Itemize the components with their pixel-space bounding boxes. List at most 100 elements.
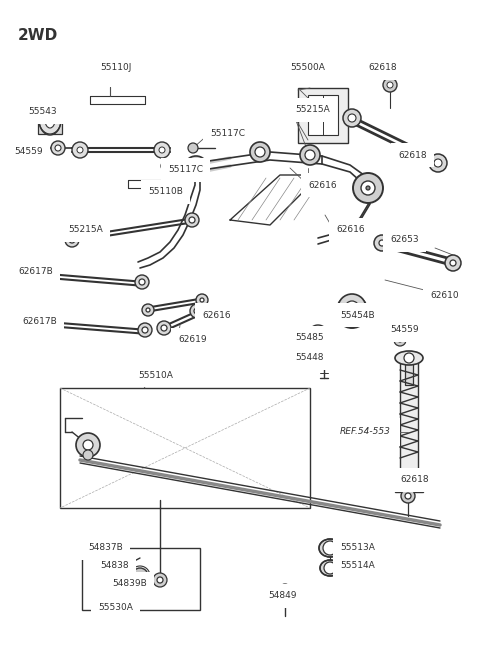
Text: 54849: 54849 — [268, 591, 297, 601]
Circle shape — [405, 493, 411, 499]
Circle shape — [366, 186, 370, 190]
Circle shape — [344, 304, 360, 320]
Circle shape — [323, 541, 337, 555]
Circle shape — [194, 166, 198, 170]
Circle shape — [83, 450, 93, 460]
Text: 62616: 62616 — [336, 225, 365, 234]
Ellipse shape — [320, 560, 340, 576]
Text: 55215A: 55215A — [68, 225, 103, 234]
Circle shape — [157, 321, 171, 335]
Circle shape — [138, 323, 152, 337]
Circle shape — [387, 82, 393, 88]
Text: 55117C: 55117C — [210, 128, 245, 138]
Circle shape — [65, 233, 79, 247]
Circle shape — [190, 162, 202, 174]
Text: 55510A: 55510A — [138, 371, 173, 379]
Bar — [400, 358, 418, 473]
Circle shape — [55, 145, 61, 151]
Text: 62618: 62618 — [398, 151, 427, 160]
Text: 55530A: 55530A — [98, 603, 133, 612]
Bar — [395, 470, 423, 492]
Circle shape — [353, 173, 383, 203]
Circle shape — [142, 327, 148, 333]
Text: 2WD: 2WD — [18, 28, 58, 43]
Circle shape — [283, 588, 287, 592]
Bar — [298, 88, 348, 143]
Circle shape — [31, 141, 45, 155]
Circle shape — [185, 213, 199, 227]
Ellipse shape — [45, 112, 55, 128]
Text: 55513A: 55513A — [340, 544, 375, 553]
Text: 62617B: 62617B — [18, 267, 53, 276]
Circle shape — [157, 577, 163, 583]
Circle shape — [383, 78, 397, 92]
Circle shape — [406, 478, 412, 484]
Circle shape — [350, 310, 354, 314]
Circle shape — [250, 142, 270, 162]
Circle shape — [153, 573, 167, 587]
Text: 55454B: 55454B — [340, 310, 374, 320]
Circle shape — [401, 489, 415, 503]
Text: 62616: 62616 — [308, 181, 336, 189]
Text: 54839B: 54839B — [112, 580, 147, 588]
Text: 55110B: 55110B — [148, 187, 183, 196]
Circle shape — [200, 298, 204, 302]
Circle shape — [35, 145, 41, 151]
Circle shape — [51, 141, 65, 155]
Circle shape — [161, 325, 167, 331]
Text: 54559: 54559 — [14, 147, 43, 157]
Ellipse shape — [48, 117, 52, 123]
Text: 62617B: 62617B — [22, 318, 57, 326]
Circle shape — [398, 338, 402, 342]
Circle shape — [343, 109, 361, 127]
Text: 62619: 62619 — [178, 335, 206, 345]
Text: REF.54-553: REF.54-553 — [340, 428, 391, 436]
Circle shape — [300, 145, 320, 165]
Ellipse shape — [395, 351, 423, 365]
Text: 54838: 54838 — [100, 561, 129, 571]
Text: 62618: 62618 — [400, 476, 429, 485]
Text: 55215A: 55215A — [295, 105, 330, 115]
Circle shape — [416, 153, 420, 157]
Circle shape — [338, 294, 366, 322]
Circle shape — [450, 260, 456, 266]
Circle shape — [434, 159, 442, 167]
Circle shape — [305, 150, 315, 160]
Circle shape — [142, 304, 154, 316]
Text: 54837B: 54837B — [88, 544, 123, 553]
Circle shape — [135, 275, 149, 289]
Text: 55543: 55543 — [28, 107, 57, 117]
Circle shape — [95, 548, 105, 558]
Circle shape — [412, 149, 424, 161]
Text: 55110J: 55110J — [100, 64, 132, 73]
Circle shape — [137, 573, 143, 579]
Circle shape — [146, 308, 150, 312]
Text: 55514A: 55514A — [340, 561, 375, 571]
Bar — [308, 95, 338, 135]
Text: 62616: 62616 — [202, 310, 230, 320]
Circle shape — [345, 301, 359, 315]
Circle shape — [120, 561, 130, 571]
Circle shape — [83, 440, 93, 450]
Text: 62610: 62610 — [430, 291, 458, 299]
Circle shape — [161, 161, 171, 171]
Text: 55485: 55485 — [295, 333, 324, 343]
Circle shape — [445, 255, 461, 271]
Bar — [344, 300, 360, 316]
Circle shape — [379, 240, 385, 246]
Circle shape — [76, 433, 100, 457]
Circle shape — [27, 269, 33, 275]
Circle shape — [404, 353, 414, 363]
Circle shape — [196, 294, 208, 306]
Circle shape — [314, 331, 322, 339]
Circle shape — [132, 568, 148, 584]
Circle shape — [190, 304, 204, 318]
Circle shape — [188, 143, 198, 153]
Circle shape — [25, 319, 31, 325]
Circle shape — [279, 584, 291, 596]
Circle shape — [72, 142, 88, 158]
Circle shape — [189, 217, 195, 223]
Circle shape — [255, 147, 265, 157]
Circle shape — [336, 296, 368, 328]
Text: 55117C: 55117C — [168, 166, 203, 174]
